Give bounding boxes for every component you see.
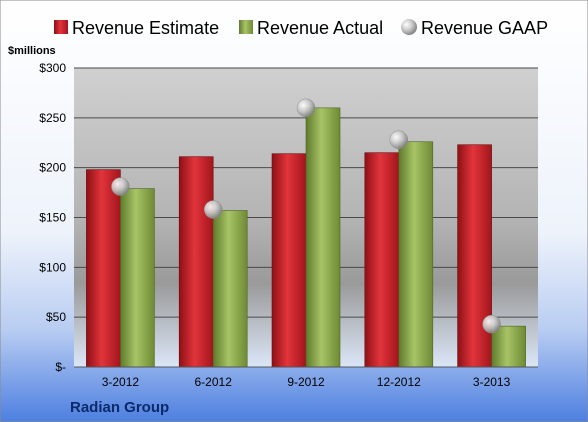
bar-revenue-actual bbox=[120, 188, 155, 368]
marker-revenue-gaap bbox=[389, 130, 409, 150]
bar-revenue-estimate bbox=[178, 156, 214, 368]
legend-marker-gaap bbox=[401, 19, 417, 35]
company-name: Radian Group bbox=[70, 399, 169, 416]
legend-swatch-actual bbox=[239, 20, 253, 34]
y-tick-label: $200 bbox=[39, 161, 66, 175]
y-tick-label: $300 bbox=[39, 61, 66, 75]
bar-revenue-estimate bbox=[86, 169, 121, 368]
x-tick-label: 3-2012 bbox=[102, 375, 140, 389]
legend-label-estimate: Revenue Estimate bbox=[72, 18, 219, 38]
gaap-markers bbox=[111, 98, 501, 334]
y-tick-label: $100 bbox=[39, 260, 66, 274]
x-axis-ticks: 3-2012 6-2012 9-2012 12-2012 3-2013 bbox=[102, 375, 511, 389]
y-axis-ticks: $- $50 $100 $150 $200 $250 $300 bbox=[39, 61, 66, 374]
y-tick-label: $50 bbox=[46, 310, 66, 324]
legend-swatch-estimate bbox=[54, 20, 68, 34]
bar-revenue-actual bbox=[491, 325, 526, 368]
bar-revenue-estimate bbox=[457, 144, 492, 368]
bar-revenue-actual bbox=[398, 141, 434, 368]
legend-label-actual: Revenue Actual bbox=[257, 18, 383, 38]
marker-revenue-gaap bbox=[482, 314, 501, 334]
bar-revenue-estimate bbox=[364, 152, 400, 368]
marker-revenue-gaap bbox=[296, 98, 316, 118]
x-tick-label: 12-2012 bbox=[377, 375, 421, 389]
bars bbox=[86, 107, 526, 368]
y-tick-label: $- bbox=[55, 360, 66, 374]
x-tick-label: 3-2013 bbox=[473, 375, 511, 389]
x-tick-label: 9-2012 bbox=[287, 375, 325, 389]
x-tick-label: 6-2012 bbox=[195, 375, 233, 389]
y-tick-label: $250 bbox=[39, 111, 66, 125]
bar-revenue-estimate bbox=[271, 153, 307, 368]
marker-revenue-gaap bbox=[111, 177, 130, 196]
bar-revenue-actual bbox=[305, 107, 341, 368]
bar-revenue-actual bbox=[212, 210, 248, 368]
legend: Revenue Estimate Revenue Actual Revenue … bbox=[54, 18, 548, 38]
y-tick-label: $150 bbox=[39, 211, 66, 225]
legend-label-gaap: Revenue GAAP bbox=[421, 18, 548, 38]
y-unit-label: $millions bbox=[8, 45, 56, 57]
marker-revenue-gaap bbox=[203, 200, 223, 219]
